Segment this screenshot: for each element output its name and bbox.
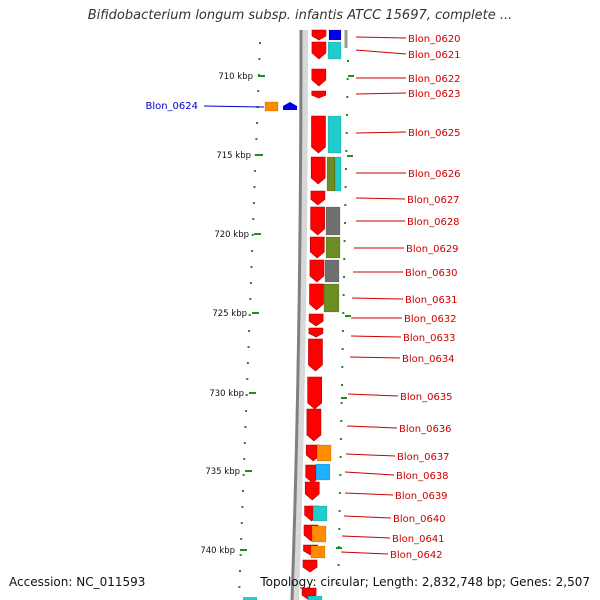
accession-text: Accession: NC_011593 (9, 575, 146, 589)
gene-label[interactable]: Blon_0641 (392, 534, 445, 545)
gene-arrow-forward[interactable] (310, 190, 326, 206)
map-title: Bifidobacterium longum subsp. infantis A… (87, 8, 513, 23)
gene-label[interactable]: Blon_0633 (403, 333, 456, 344)
gene-label[interactable]: Blon_0640 (393, 514, 446, 525)
gene-leader-line (355, 36, 407, 39)
gene-category-box[interactable] (325, 206, 341, 236)
gene-leader-line (343, 515, 392, 519)
gene-category-box[interactable] (328, 29, 342, 41)
gene-label[interactable]: Blon_0627 (407, 195, 460, 206)
gene-arrow-forward[interactable] (309, 236, 325, 259)
scale-ticks: 710 kbp 715 kbp 720 kbp 725 kbp 730 kbp 735 k… (200, 72, 354, 556)
gene-label[interactable]: Blon_0623 (408, 89, 461, 100)
gene-leader-line (203, 105, 265, 108)
gene-leader-line (341, 535, 391, 539)
gene-box-reverse[interactable] (264, 101, 279, 112)
summary-text: Topology: circular; Length: 2,832,748 bp… (260, 575, 590, 589)
gene-label[interactable]: Blon_0638 (396, 471, 449, 482)
backbone-track (290, 29, 348, 600)
gene-labels: Blon_0620 Blon_0621 Blon_0622 Blon_0623 Blon… (145, 34, 460, 561)
dotted-guides (238, 42, 349, 588)
gene-category-box[interactable] (315, 463, 331, 481)
scale-tick-label: 730 kbp (209, 389, 244, 399)
gene-label[interactable]: Blon_0628 (407, 217, 460, 228)
gene-category-box[interactable] (310, 545, 326, 559)
gene-arrow-forward[interactable] (311, 115, 326, 154)
gene-arrow-forward[interactable] (307, 376, 322, 410)
gene-arrow-forward[interactable] (311, 90, 327, 99)
gene-category-box[interactable] (325, 236, 341, 259)
gene-arrow-forward[interactable] (309, 283, 324, 311)
gene-label[interactable]: Blon_0629 (406, 244, 459, 255)
gene-label[interactable]: Blon_0621 (408, 50, 461, 61)
gene-arrow-forward[interactable] (309, 259, 325, 283)
gene-arrow-forward[interactable] (310, 206, 325, 236)
gene-label[interactable]: Blon_0626 (408, 169, 461, 180)
scale-tick-label: 725 kbp (212, 309, 247, 319)
gene-leader-line (355, 49, 407, 55)
gene-label[interactable]: Blon_0635 (400, 392, 453, 403)
gene-category-box[interactable] (323, 283, 340, 313)
gene-arrow-forward[interactable] (306, 408, 322, 442)
gene-category-box[interactable] (312, 505, 328, 522)
gene-label[interactable]: Blon_0636 (399, 424, 452, 435)
gene-category-box[interactable] (324, 259, 340, 283)
scale-tick-label: 710 kbp (218, 72, 253, 82)
gene-label[interactable]: Blon_0639 (395, 491, 448, 502)
gene-label[interactable]: Blon_0642 (390, 550, 443, 561)
gene-category-box[interactable] (327, 41, 342, 60)
gene-category-box[interactable] (326, 156, 336, 192)
gene-arrow-forward[interactable] (310, 156, 326, 185)
gene-category-box[interactable] (311, 525, 327, 543)
gene-leader-line (350, 335, 402, 338)
gene-leader-line (345, 453, 396, 457)
gene-label[interactable]: Blon_0622 (408, 74, 461, 85)
gene-category-box[interactable] (334, 156, 342, 192)
gene-arrow-forward[interactable] (311, 68, 327, 87)
gene-leader-line (344, 471, 395, 476)
gene-label[interactable]: Blon_0631 (405, 295, 458, 306)
gene-label[interactable]: Blon_0620 (408, 34, 461, 45)
gene-leader-line (351, 297, 404, 300)
scale-tick-label: 740 kbp (200, 546, 235, 556)
gene-leader-line (355, 92, 407, 95)
gene-arrow-forward[interactable] (308, 313, 324, 327)
gene-label[interactable]: Blon_0632 (404, 314, 457, 325)
gene-arrow-forward[interactable] (308, 338, 323, 372)
gene-label[interactable]: Blon_0630 (405, 268, 458, 279)
scale-tick-label: 735 kbp (205, 467, 240, 477)
gene-arrow-forward[interactable] (311, 41, 327, 60)
gene-arrow-forward[interactable] (304, 481, 320, 501)
scale-tick-label: 720 kbp (214, 230, 249, 240)
gene-leader-line (340, 551, 389, 555)
gene-category-box[interactable] (243, 597, 257, 600)
right-dotted-guide (337, 60, 349, 584)
gene-label[interactable]: Blon_0634 (402, 354, 455, 365)
scale-tick-label: 715 kbp (216, 151, 251, 161)
gene-label[interactable]: Blon_0625 (408, 128, 461, 139)
gene-category-box[interactable] (307, 595, 323, 600)
gene-category-box[interactable] (316, 444, 332, 462)
backbone-shadow (291, 29, 308, 600)
gene-leader-line (346, 425, 398, 429)
gene-category-box[interactable] (327, 115, 342, 154)
gene-arrow-forward[interactable] (302, 559, 318, 573)
gene-arrow-forward[interactable] (308, 327, 324, 338)
gene-label[interactable]: Blon_0624 (145, 101, 198, 112)
gene-arrow-forward[interactable] (311, 29, 327, 41)
gene-label[interactable]: Blon_0637 (397, 452, 450, 463)
gene-leader-line (355, 197, 406, 200)
feature-tracks (243, 29, 342, 600)
gene-leader-line (344, 492, 394, 496)
gene-leader-line (355, 131, 407, 134)
gene-leader-line (347, 393, 399, 397)
gene-arrow-reverse[interactable] (283, 102, 297, 110)
gene-leader-line (349, 356, 401, 359)
backbone-line (290, 29, 303, 600)
